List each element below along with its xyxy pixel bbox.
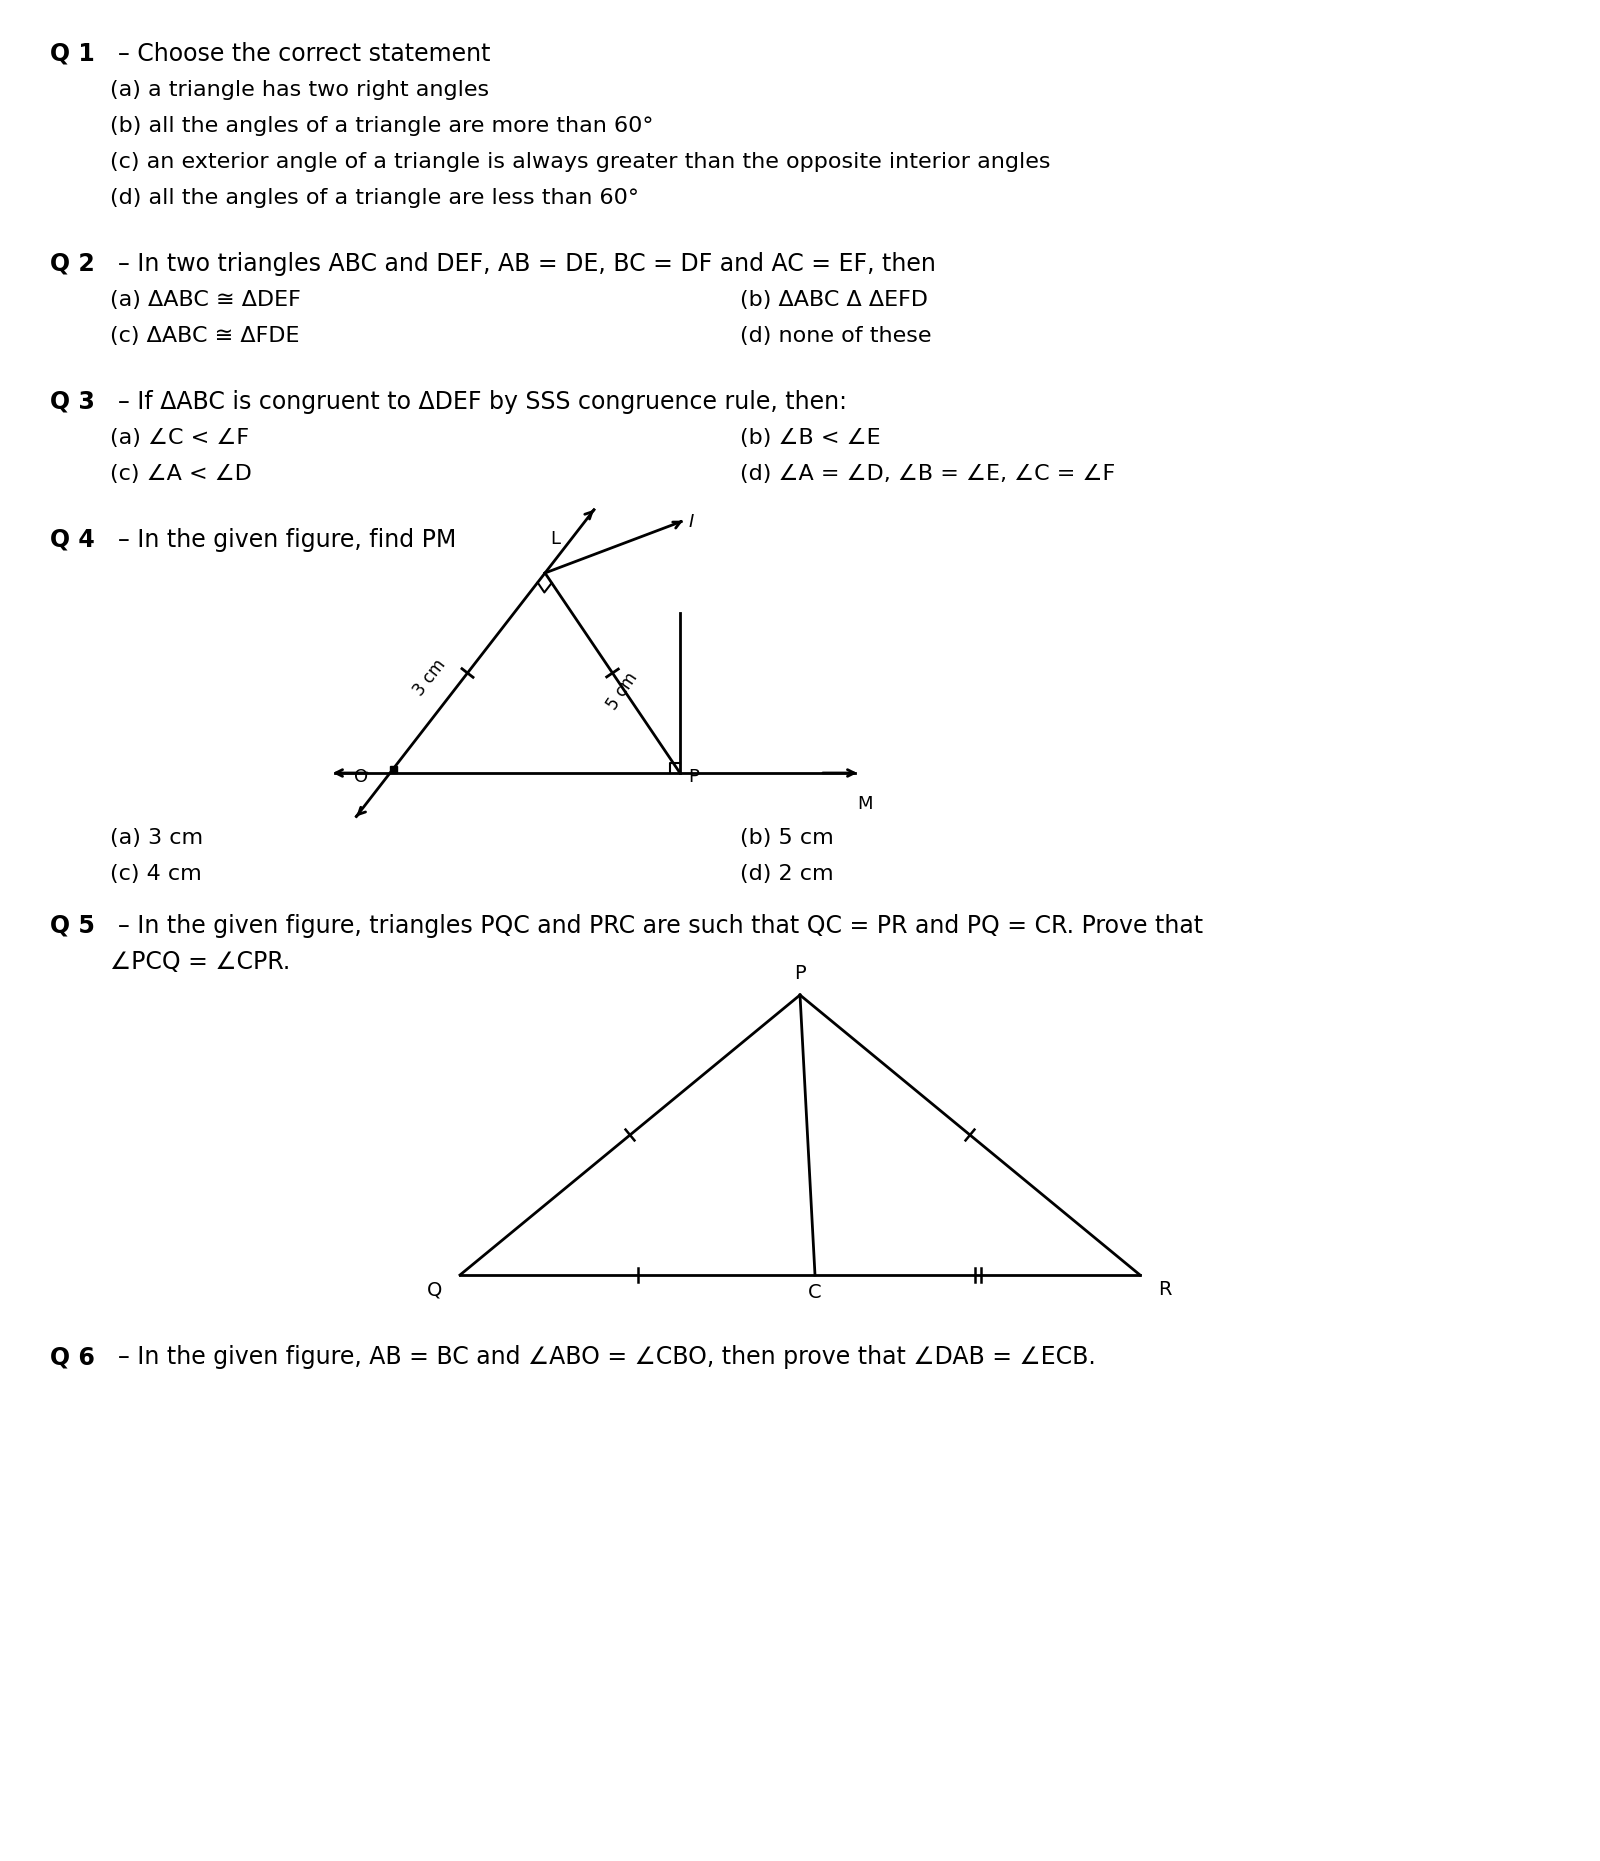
Text: L: L: [550, 530, 560, 547]
Text: (c) ∠A < ∠D: (c) ∠A < ∠D: [110, 463, 251, 484]
Text: (a) a triangle has two right angles: (a) a triangle has two right angles: [110, 80, 490, 100]
Text: I: I: [690, 512, 694, 530]
Text: Q 3: Q 3: [50, 391, 102, 413]
Text: P: P: [688, 769, 699, 785]
Text: Q 2: Q 2: [50, 251, 102, 275]
Text: (c) ΔABC ≅ ΔFDE: (c) ΔABC ≅ ΔFDE: [110, 326, 299, 346]
Text: 3 cm: 3 cm: [410, 657, 450, 700]
Text: Q 5: Q 5: [50, 914, 102, 938]
Text: Q 1: Q 1: [50, 43, 102, 65]
Text: – Choose the correct statement: – Choose the correct statement: [118, 43, 491, 65]
Text: – In the given figure, triangles PQC and PRC are such that QC = PR and PQ = CR. : – In the given figure, triangles PQC and…: [118, 914, 1203, 938]
Text: – If ΔABC is congruent to ΔDEF by SSS congruence rule, then:: – If ΔABC is congruent to ΔDEF by SSS co…: [118, 391, 846, 413]
Text: 5 cm: 5 cm: [603, 668, 642, 713]
Text: ∠PCQ = ∠CPR.: ∠PCQ = ∠CPR.: [110, 949, 290, 973]
Polygon shape: [390, 767, 397, 772]
Text: Q 6: Q 6: [50, 1346, 102, 1370]
Text: (c) 4 cm: (c) 4 cm: [110, 864, 202, 884]
Text: (b) all the angles of a triangle are more than 60°: (b) all the angles of a triangle are mor…: [110, 115, 653, 136]
Text: C: C: [808, 1282, 822, 1303]
Text: (b) 5 cm: (b) 5 cm: [739, 828, 834, 849]
Text: P: P: [794, 964, 806, 983]
Text: (a) ΔABC ≅ ΔDEF: (a) ΔABC ≅ ΔDEF: [110, 290, 301, 311]
Text: Q 4: Q 4: [50, 529, 102, 553]
Text: (b) ∠B < ∠E: (b) ∠B < ∠E: [739, 428, 880, 449]
Text: (d) none of these: (d) none of these: [739, 326, 931, 346]
Text: (c) an exterior angle of a triangle is always greater than the opposite interior: (c) an exterior angle of a triangle is a…: [110, 153, 1051, 171]
Text: R: R: [1158, 1280, 1171, 1299]
Text: (d) 2 cm: (d) 2 cm: [739, 864, 834, 884]
Text: – In two triangles ABC and DEF, AB = DE, BC = DF and AC = EF, then: – In two triangles ABC and DEF, AB = DE,…: [118, 251, 936, 275]
Text: – In the given figure, AB = BC and ∠ABO = ∠CBO, then prove that ∠DAB = ∠ECB.: – In the given figure, AB = BC and ∠ABO …: [118, 1346, 1096, 1370]
Text: – In the given figure, find PM: – In the given figure, find PM: [118, 529, 456, 553]
Text: (b) ΔABC Δ ΔEFD: (b) ΔABC Δ ΔEFD: [739, 290, 928, 311]
Text: (d) all the angles of a triangle are less than 60°: (d) all the angles of a triangle are les…: [110, 188, 638, 208]
Text: Q: Q: [427, 1280, 442, 1299]
Text: O: O: [354, 769, 368, 785]
Text: (a) 3 cm: (a) 3 cm: [110, 828, 203, 849]
Text: M: M: [858, 795, 872, 813]
Text: (a) ∠C < ∠F: (a) ∠C < ∠F: [110, 428, 250, 449]
Text: (d) ∠A = ∠D, ∠B = ∠E, ∠C = ∠F: (d) ∠A = ∠D, ∠B = ∠E, ∠C = ∠F: [739, 463, 1115, 484]
